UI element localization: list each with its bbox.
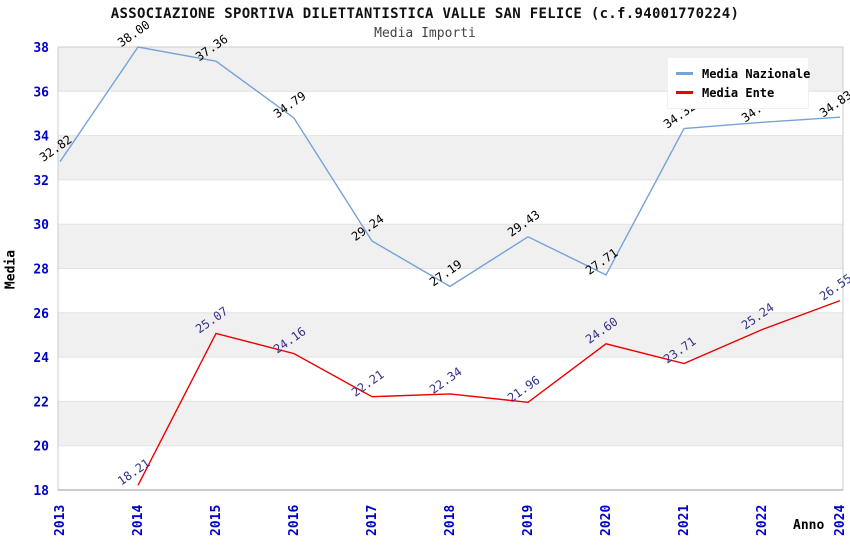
y-tick-label: 38 (33, 41, 49, 56)
x-tick-label: 2018 (443, 505, 458, 536)
chart-title: ASSOCIAZIONE SPORTIVA DILETTANTISTICA VA… (110, 6, 740, 22)
x-tick-label: 2019 (521, 505, 536, 536)
y-tick-label: 30 (33, 218, 49, 233)
y-axis-title: Media (3, 249, 19, 290)
y-tick-label: 18 (33, 484, 49, 499)
plot-band (58, 445, 843, 490)
x-tick-label: 2022 (755, 505, 770, 536)
x-tick-label: 2017 (365, 505, 380, 536)
y-tick-label: 26 (33, 307, 49, 322)
legend-label: Media Ente (702, 85, 775, 100)
legend-item-media-nazionale: Media Nazionale (676, 64, 810, 83)
x-tick-label: 2014 (131, 505, 146, 536)
legend-item-media-ente: Media Ente (676, 83, 800, 102)
y-tick-label: 24 (33, 351, 49, 366)
point-label: 38.00 (115, 18, 153, 50)
chart-subtitle: Media Importi (374, 26, 476, 41)
y-tick-label: 32 (33, 174, 49, 189)
y-tick-label: 36 (33, 85, 49, 100)
y-tick-label: 22 (33, 395, 49, 410)
plot-band (58, 268, 843, 313)
plot-band (58, 135, 843, 180)
plot-band (58, 401, 843, 446)
legend-label: Media Nazionale (702, 66, 811, 81)
x-tick-label: 2021 (677, 505, 692, 536)
y-tick-label: 28 (33, 263, 49, 278)
plot-band (58, 224, 843, 269)
legend: Media Nazionale Media Ente (667, 57, 810, 109)
plot-band (58, 312, 843, 358)
x-tick-label: 2015 (209, 505, 224, 536)
x-tick-label: 2016 (287, 505, 302, 536)
y-tick-label: 20 (33, 440, 49, 455)
legend-dash-blue-icon (676, 72, 693, 75)
y-tick-label: 34 (33, 130, 49, 145)
series-line (59, 46, 841, 288)
plot-band (58, 179, 843, 225)
x-tick-label: 2020 (599, 505, 614, 536)
x-tick-label: 2013 (53, 505, 68, 536)
series-line (137, 299, 841, 486)
legend-dash-red-icon (676, 91, 693, 94)
x-axis-title: Anno (793, 518, 825, 533)
x-tick-label: 2024 (833, 505, 848, 536)
